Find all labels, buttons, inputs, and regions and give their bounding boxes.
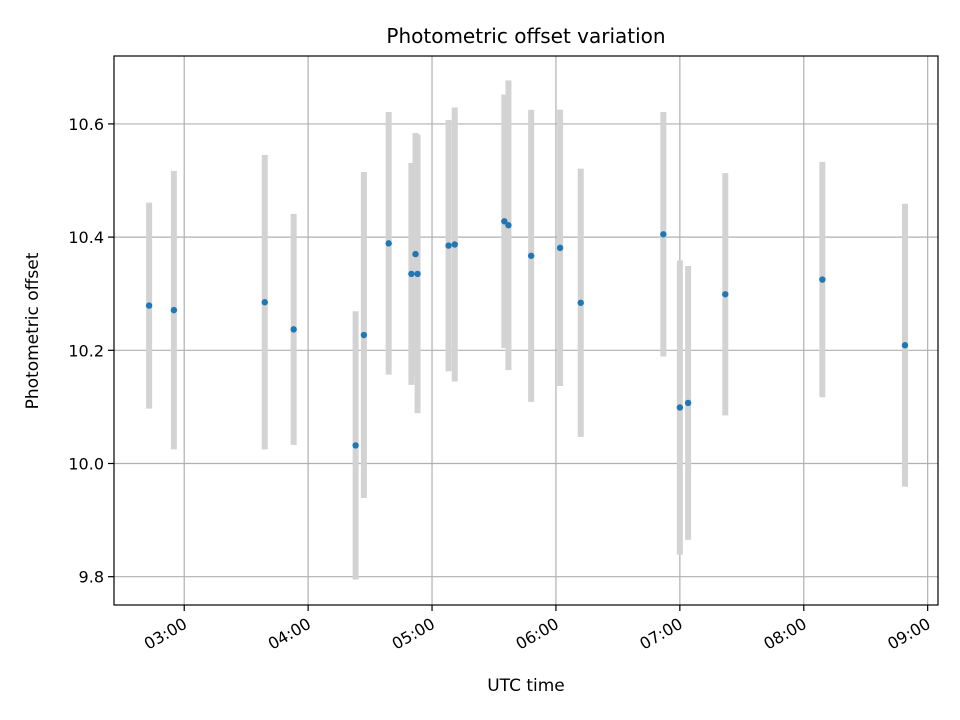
data-point (901, 342, 909, 349)
y-tick-label: 10.4 (68, 228, 104, 247)
data-point (505, 222, 512, 229)
data-point (261, 299, 268, 306)
data-point (819, 276, 826, 283)
data-point (352, 442, 359, 449)
data-point (451, 241, 458, 248)
data-point (660, 231, 667, 238)
y-tick-label: 10.6 (68, 115, 104, 134)
data-point (577, 299, 584, 306)
y-tick-label: 9.8 (79, 568, 104, 587)
data-point (290, 326, 297, 333)
data-point (408, 270, 415, 278)
plot-area-frame (113, 55, 939, 606)
data-point (527, 252, 535, 259)
x-axis-label: UTC time (487, 676, 565, 696)
data-point (385, 240, 392, 247)
data-point (412, 250, 419, 258)
data-point (414, 270, 421, 278)
data-point (676, 404, 684, 411)
data-point (360, 331, 368, 339)
data-point (445, 242, 452, 249)
chart-title: Photometric offset variation (386, 24, 665, 48)
data-points (145, 218, 909, 449)
data-point (145, 302, 153, 309)
y-tick-label: 10.0 (68, 455, 104, 474)
y-tick-label: 10.2 (68, 341, 104, 360)
data-point (722, 291, 729, 298)
data-point (556, 244, 564, 252)
data-point (684, 399, 692, 407)
data-point (170, 306, 178, 314)
data-point (501, 218, 508, 225)
y-axis-label: Photometric offset (23, 252, 43, 409)
